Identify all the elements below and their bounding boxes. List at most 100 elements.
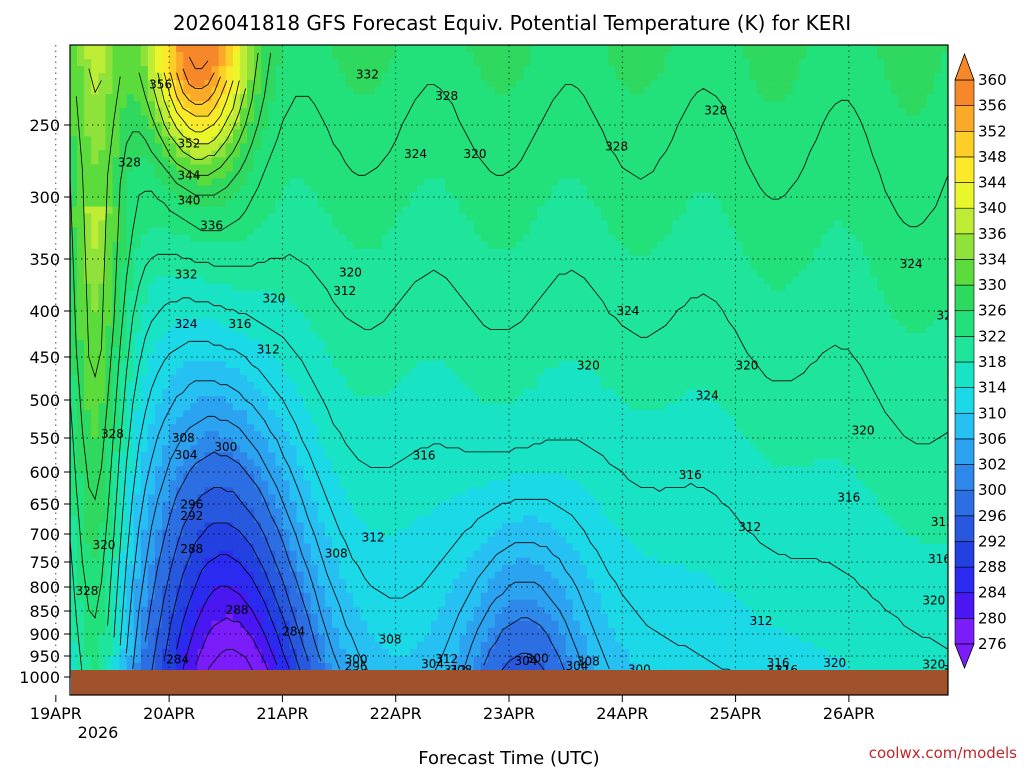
field-cell: [254, 473, 262, 481]
field-cell: [247, 571, 255, 580]
field-cell: [119, 459, 128, 467]
field-cell: [190, 136, 199, 144]
field-cell: [438, 185, 446, 194]
field-cell: [339, 445, 347, 453]
field-cell: [459, 213, 468, 222]
field-cell: [445, 332, 453, 341]
field-cell: [339, 213, 347, 222]
field-cell: [154, 620, 163, 629]
field-cell: [261, 353, 269, 362]
field-cell: [218, 368, 227, 376]
field-cell: [183, 375, 191, 383]
field-cell: [289, 199, 298, 208]
field-cell: [346, 276, 354, 285]
field-cell: [119, 396, 128, 404]
field-cell: [360, 262, 368, 271]
field-cell: [133, 213, 142, 222]
field-cell: [254, 445, 262, 453]
field-cell: [424, 480, 432, 488]
field-cell: [225, 620, 234, 629]
field-cell: [395, 480, 404, 488]
field-cell: [204, 466, 213, 474]
field-cell: [218, 283, 227, 292]
field-cell: [416, 585, 425, 594]
field-cell: [282, 346, 291, 355]
field-cell: [169, 353, 177, 362]
field-cell: [169, 389, 177, 397]
field-cell: [445, 206, 453, 215]
field-cell: [126, 353, 135, 362]
field-cell: [169, 424, 177, 432]
field-cell: [402, 255, 411, 264]
field-cell: [388, 122, 397, 130]
field-cell: [317, 438, 326, 446]
field-cell: [211, 606, 220, 615]
field-cell: [324, 382, 333, 390]
field-cell: [133, 613, 142, 622]
field-cell: [232, 445, 241, 453]
field-cell: [140, 80, 149, 88]
field-cell: [204, 59, 213, 67]
field-cell: [169, 241, 177, 250]
field-cell: [339, 325, 347, 334]
field-cell: [239, 599, 248, 608]
field-cell: [197, 248, 206, 257]
field-cell: [409, 648, 418, 657]
field-cell: [303, 143, 312, 151]
field-cell: [282, 297, 291, 306]
field-cell: [268, 410, 276, 418]
field-cell: [395, 627, 404, 636]
field-cell: [140, 150, 149, 158]
field-cell: [402, 410, 411, 418]
field-cell: [154, 80, 163, 88]
field-cell: [459, 87, 468, 95]
field-cell: [331, 641, 340, 650]
field-cell: [176, 269, 184, 278]
field-cell: [268, 220, 276, 229]
chart-title: 2026041818 GFS Forecast Equiv. Potential…: [173, 11, 851, 35]
field-cell: [317, 494, 326, 503]
field-cell: [431, 339, 439, 348]
field-cell: [324, 297, 333, 306]
field-cell: [360, 129, 368, 137]
field-cell: [268, 150, 276, 158]
field-cell: [176, 262, 184, 271]
field-cell: [105, 417, 114, 425]
field-cell: [176, 522, 184, 531]
field-cell: [169, 332, 177, 341]
field-cell: [438, 438, 446, 446]
field-cell: [296, 543, 305, 552]
field-cell: [147, 550, 156, 559]
field-cell: [395, 108, 404, 116]
field-cell: [374, 192, 383, 201]
field-cell: [204, 164, 213, 172]
field-cell: [77, 578, 85, 587]
field-cell: [98, 396, 106, 404]
field-cell: [70, 592, 78, 601]
field-cell: [119, 585, 128, 594]
field-cell: [239, 192, 248, 201]
field-cell: [98, 466, 106, 474]
field-cell: [169, 578, 177, 587]
field-cell: [190, 382, 199, 390]
field-cell: [112, 276, 121, 285]
field-cell: [445, 73, 453, 81]
field-cell: [424, 438, 432, 446]
field-cell: [197, 283, 206, 292]
field-cell: [183, 382, 191, 390]
field-cell: [367, 171, 376, 180]
field-cell: [346, 136, 354, 144]
field-cell: [339, 382, 347, 390]
field-cell: [381, 641, 390, 650]
field-cell: [225, 108, 234, 116]
field-cell: [339, 192, 347, 201]
field-cell: [374, 150, 383, 158]
field-cell: [367, 494, 376, 503]
field-cell: [346, 220, 354, 229]
field-cell: [84, 410, 92, 418]
field-cell: [310, 613, 319, 622]
field-cell: [353, 178, 361, 187]
field-cell: [388, 487, 397, 496]
field-cell: [169, 382, 177, 390]
field-cell: [452, 368, 461, 376]
